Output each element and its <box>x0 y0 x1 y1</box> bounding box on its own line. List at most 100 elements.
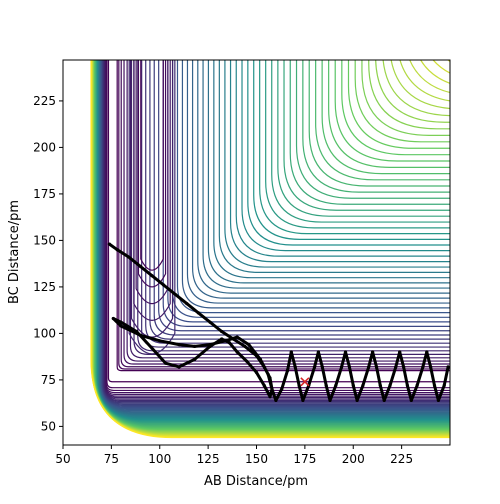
contour-level-line <box>91 60 450 437</box>
contour-lines <box>90 0 500 439</box>
trajectory-point <box>328 398 332 402</box>
trajectory-point <box>138 264 142 268</box>
trajectory-point <box>429 365 433 369</box>
trajectory-point <box>301 398 305 402</box>
contour-level-line <box>116 60 450 372</box>
contour-level-line <box>101 60 450 405</box>
contour-level-line <box>409 60 450 93</box>
contour-level-line <box>130 60 174 338</box>
trajectory-point <box>208 320 212 324</box>
trajectory-point <box>421 365 425 369</box>
y-axis-label: BC Distance/pm <box>7 200 22 304</box>
contour-level-line <box>265 60 450 229</box>
contour-level-line <box>439 0 500 61</box>
contour-level-line <box>446 0 500 54</box>
trajectory-point <box>247 343 251 347</box>
contour-level-line <box>375 60 450 123</box>
trajectory-point <box>316 350 320 354</box>
trajectory-point <box>254 370 259 375</box>
x-tick-label: 200 <box>342 452 365 466</box>
contour-level-line <box>447 60 450 63</box>
trajectory-point <box>313 365 317 369</box>
x-axis: 50 75 100 125 150 175 200 225 <box>55 445 413 466</box>
trajectory-point <box>297 383 301 388</box>
trajectory-point <box>245 359 249 363</box>
trajectory-point <box>258 357 262 361</box>
trajectory-point <box>361 383 365 388</box>
contour-level-line <box>107 60 450 383</box>
trajectory-point <box>227 341 231 345</box>
contour-level-line <box>315 60 450 181</box>
contour-level-line <box>432 0 500 68</box>
trajectory-point <box>374 365 379 369</box>
contour-level-line <box>354 60 450 143</box>
trajectory-point <box>394 365 398 369</box>
trajectory-point <box>293 365 297 369</box>
trajectory-point <box>367 365 371 369</box>
y-tick-label: 225 <box>33 94 56 108</box>
contour-level-line <box>137 60 167 288</box>
trajectory-point <box>371 350 375 354</box>
x-tick-label: 125 <box>197 452 220 466</box>
contour-level-line <box>202 60 450 289</box>
contour-level-line <box>399 60 450 102</box>
contour-level-line <box>167 60 450 323</box>
trajectory-point <box>193 357 197 361</box>
trajectory-point <box>193 344 197 348</box>
contour-level-line <box>140 60 164 271</box>
trajectory-point <box>162 283 166 287</box>
contour-level-line <box>328 60 450 168</box>
y-tick-label: 150 <box>33 233 56 247</box>
trajectory-point <box>223 339 228 343</box>
trajectory-point <box>268 395 272 399</box>
trajectory-point <box>115 248 119 252</box>
trajectory-point <box>220 337 224 341</box>
y-tick-label: 125 <box>33 280 56 294</box>
trajectory-point <box>378 383 382 388</box>
trajectory-point <box>343 350 348 354</box>
x-tick-label: 75 <box>104 452 119 466</box>
contour-level-line <box>126 60 450 362</box>
contour-level-line <box>176 60 450 314</box>
trajectory-point <box>347 365 351 369</box>
trajectory-point <box>111 316 115 321</box>
trajectory-point <box>320 365 324 369</box>
contour-level-line <box>289 60 450 205</box>
contour-level-line <box>158 60 450 332</box>
trajectory-point <box>262 365 266 369</box>
saddle-point-marker <box>300 377 310 387</box>
trajectory-point <box>432 383 437 388</box>
trajectory-point <box>150 346 154 350</box>
contour-level-line <box>90 60 450 439</box>
contour-level-line <box>95 60 450 423</box>
contour-level-line <box>235 60 450 257</box>
trajectory-point <box>177 365 181 369</box>
trajectory-point <box>177 343 181 347</box>
y-tick-label: 75 <box>41 373 56 387</box>
contour-level-line <box>191 60 450 299</box>
contour-level-line <box>218 60 450 274</box>
contour-level-line <box>382 60 450 117</box>
trajectory-point <box>107 242 111 246</box>
y-axis: 50 75 100 125 150 175 200 225 <box>33 94 63 433</box>
trajectory-point <box>402 365 406 369</box>
marker-layer <box>300 377 310 387</box>
trajectory-point <box>446 365 450 369</box>
trajectory-point <box>415 383 419 388</box>
x-tick-label: 50 <box>55 452 70 466</box>
trajectory-point <box>436 398 440 402</box>
contour-level-line <box>321 60 450 175</box>
trajectory-point <box>405 383 409 388</box>
trajectory-point <box>235 335 239 339</box>
trajectory-point <box>409 398 413 402</box>
trajectory-point <box>119 324 123 328</box>
y-tick-label: 50 <box>41 419 56 433</box>
contour-level-line <box>247 60 450 246</box>
trajectory-point <box>289 350 293 354</box>
contour-level-line <box>120 60 450 368</box>
contour-level-line <box>432 60 450 74</box>
contour-level-line <box>129 60 450 359</box>
contour-level-line <box>420 60 450 84</box>
contour-level-line <box>133 60 171 321</box>
